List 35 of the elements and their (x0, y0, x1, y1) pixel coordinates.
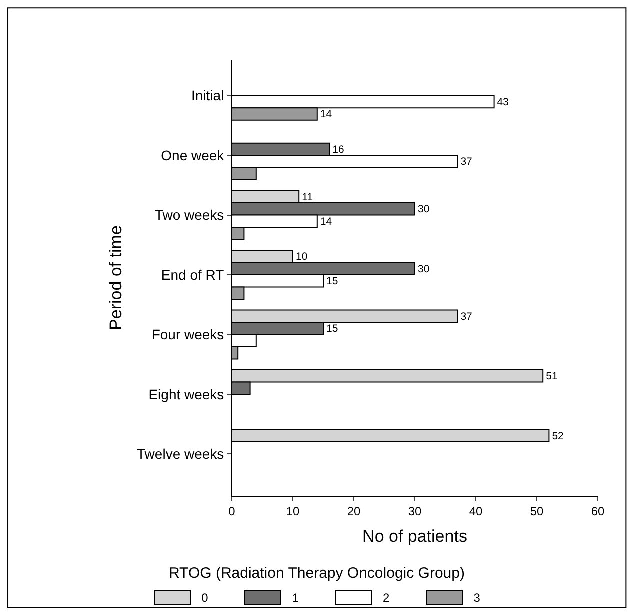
y-tick-label: Initial (192, 88, 224, 104)
y-tick-label: Twelve weeks (137, 446, 224, 462)
data-label: 52 (552, 430, 564, 442)
x-tick-label: 60 (591, 504, 605, 518)
data-label: 14 (320, 110, 332, 121)
legend-label: 2 (383, 591, 390, 605)
x-axis-title: No of patients (362, 526, 468, 546)
data-label: 37 (460, 310, 473, 323)
data-label: 15 (326, 276, 338, 288)
y-axis-title: Period of time (106, 226, 126, 330)
data-label: 10 (296, 252, 308, 264)
y-tick-label: Two weeks (154, 207, 224, 224)
legend-label: 0 (202, 591, 208, 605)
data-label: 16 (332, 144, 344, 156)
x-tick-label: 30 (408, 504, 422, 518)
data-label: 11 (302, 192, 314, 204)
data-label: 30 (418, 264, 430, 276)
x-tick-label: 50 (530, 504, 544, 518)
x-tick-label: 40 (469, 504, 483, 518)
legend-label: 3 (474, 591, 480, 605)
x-tick-label: 10 (286, 504, 300, 518)
data-label: 15 (326, 324, 338, 336)
x-tick-label: 20 (347, 504, 361, 518)
data-label: 30 (418, 204, 430, 216)
data-label: 43 (497, 97, 510, 108)
data-label: 51 (546, 372, 558, 383)
data-label: 14 (320, 216, 332, 228)
legend-title: RTOG (Radiation Therapy Oncologic Group) (168, 565, 466, 582)
y-tick-label: End of RT (161, 266, 225, 283)
y-tick-label: Four weeks (152, 326, 224, 343)
x-tick-label: 0 (228, 504, 236, 518)
y-tick-label: One week (161, 147, 226, 164)
y-tick-label: Eight weeks (148, 386, 224, 402)
legend-label: 1 (292, 591, 299, 605)
data-label: 37 (460, 156, 473, 168)
